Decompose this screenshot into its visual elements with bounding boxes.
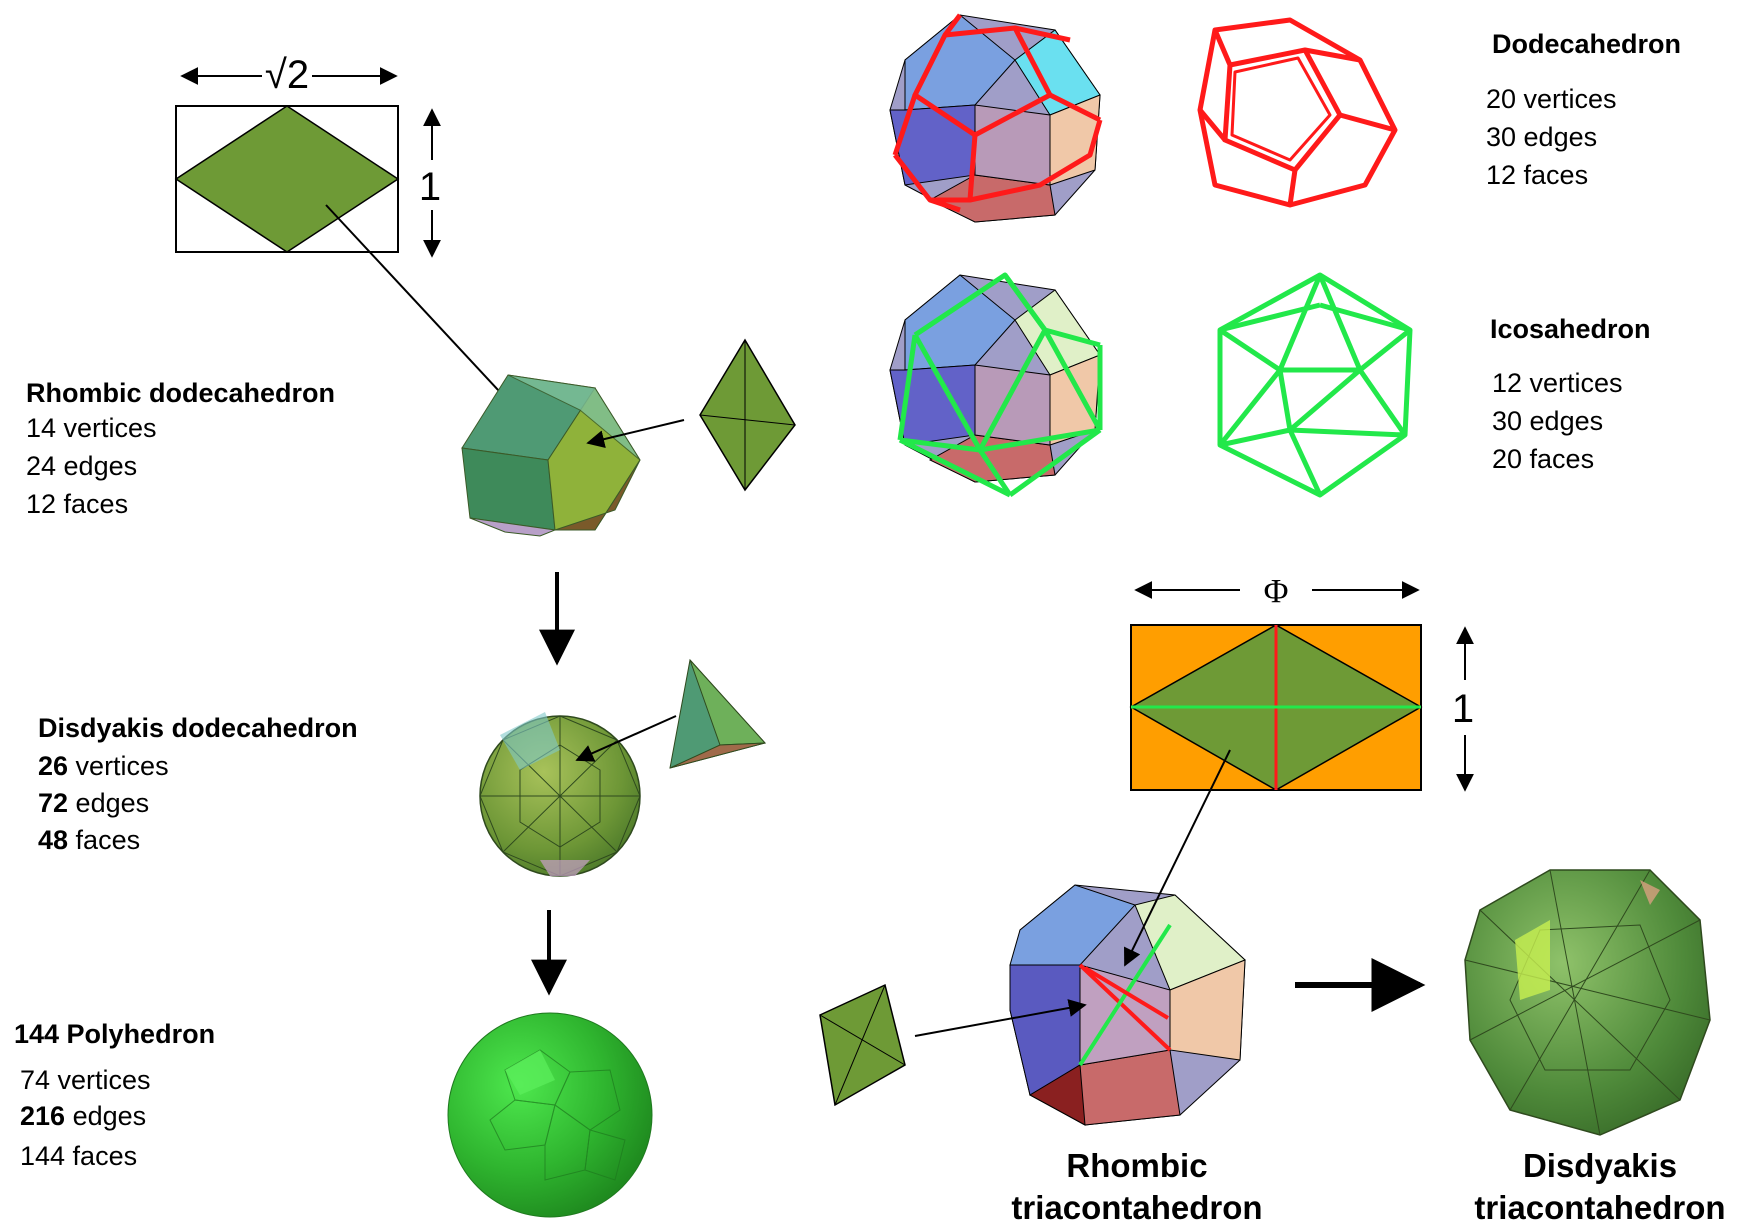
icosahedron-faces: 20 faces [1492, 444, 1594, 474]
polyhedron-144-title: 144 Polyhedron [14, 1019, 215, 1049]
vertices-word: vertices [68, 751, 169, 781]
sqrt2-rhombus-figure: √2 1 [174, 53, 514, 407]
polyhedron-144-vertices: 74 vertices [20, 1065, 151, 1095]
dodecahedron-faces: 12 faces [1486, 160, 1588, 190]
polyhedron-144-faces: 144 faces [20, 1141, 137, 1171]
rhombic-triacontahedron-with-dodecahedron [889, 13, 1103, 223]
disdyakis-triacontahedron-title-line2: triacontahedron [1474, 1189, 1725, 1226]
poly144-edges-word: edges [65, 1101, 146, 1131]
icosahedron-wireframe [1217, 272, 1413, 498]
golden-pointer-arrow [1124, 749, 1231, 967]
pointer-arrow [325, 204, 514, 407]
disdyakis-dodecahedron-vertices: 26 vertices [38, 751, 169, 781]
rhombic-triacontahedron-title-line2: triacontahedron [1011, 1189, 1262, 1226]
rhombic-dodecahedron-edges: 24 edges [26, 451, 137, 481]
dodecahedron-edges: 30 edges [1486, 122, 1597, 152]
disdyakis-dodecahedron-solid [479, 712, 641, 877]
rhombic-triacontahedron-solid [1009, 884, 1246, 1126]
rhombic-dodecahedron-title: Rhombic dodecahedron [26, 378, 335, 408]
polyhedron-144-edges: 216 edges [20, 1101, 146, 1131]
disdyakis-dodecahedron-faces: 48 faces [38, 825, 140, 855]
icosahedron-edges: 30 edges [1492, 406, 1603, 436]
rhombic-triacontahedron-title-line1: Rhombic [1066, 1147, 1207, 1184]
height-label: 1 [419, 165, 441, 209]
vertices-count: 26 [38, 751, 68, 781]
rhombus-face [174, 105, 400, 253]
faces-word: faces [68, 825, 140, 855]
golden-height-label: 1 [1452, 687, 1474, 731]
golden-rhombus-figure: Φ 1 [1129, 573, 1474, 792]
dodecahedron-wireframe [1197, 17, 1398, 208]
icosahedron-vertices: 12 vertices [1492, 368, 1623, 398]
poly144-edges-count: 216 [20, 1101, 65, 1131]
disdyakis-dodecahedron-title: Disdyakis dodecahedron [38, 713, 358, 743]
dodecahedron-title: Dodecahedron [1492, 29, 1681, 59]
rhombic-dodecahedron-vertices: 14 vertices [26, 413, 157, 443]
polyhedron-144-solid [447, 1012, 653, 1218]
rhombus-small-bottom [819, 983, 1087, 1107]
rhombic-dodecahedron-faces: 12 faces [26, 489, 128, 519]
phi-label: Φ [1264, 573, 1289, 610]
rhombus-small-right [586, 338, 796, 492]
icosahedron-title: Icosahedron [1490, 314, 1651, 344]
edges-word: edges [68, 788, 149, 818]
rhombic-dodecahedron-solid [461, 374, 641, 537]
disdyakis-triacontahedron-solid [1464, 869, 1711, 1136]
dodecahedron-vertices: 20 vertices [1486, 84, 1617, 114]
faces-count: 48 [38, 825, 68, 855]
disdyakis-dodecahedron-edges: 72 edges [38, 788, 149, 818]
disdyakis-triacontahedron-title-line1: Disdyakis [1523, 1147, 1677, 1184]
labels: Rhombic dodecahedron 14 vertices 24 edge… [14, 29, 1726, 1226]
rhombic-triacontahedron-with-icosahedron [889, 272, 1103, 498]
tetrahedron-small [575, 658, 767, 769]
width-label: √2 [265, 53, 309, 97]
edges-count: 72 [38, 788, 68, 818]
